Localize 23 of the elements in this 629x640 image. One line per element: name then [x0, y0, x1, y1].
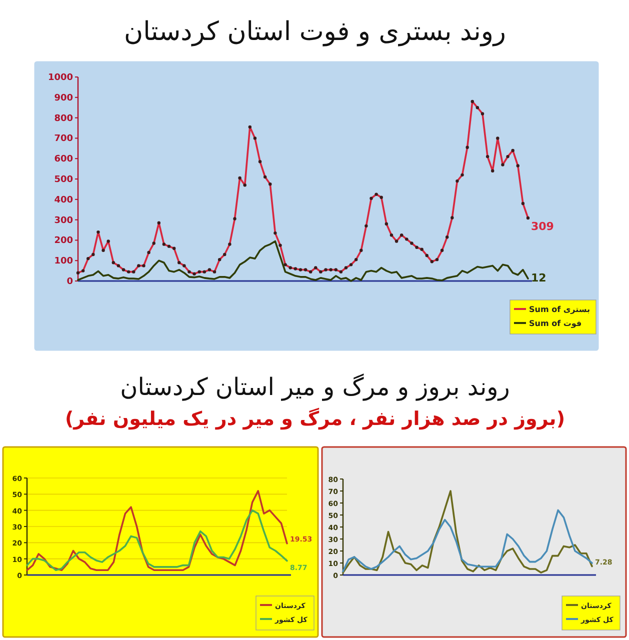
legend-label: Sum of بستری — [529, 305, 590, 314]
y-tick-label: 300 — [54, 216, 73, 226]
chart-subtitle: (بروز در صد هزار نفر ، مرگ و میر در یک میلیون نفر) — [64, 407, 566, 430]
chart-title: روند بستری و فوت استان کردستان — [124, 17, 506, 47]
y-tick-label: 500 — [54, 175, 73, 185]
y-tick-label: 900 — [54, 93, 73, 104]
y-tick-label: 0 — [66, 277, 73, 287]
legend-label: Sum of فوت — [529, 319, 582, 328]
line-series — [26, 490, 288, 572]
data-label: 12 — [531, 272, 546, 285]
y-tick-label: 100 — [54, 256, 73, 267]
line-series — [26, 509, 288, 572]
y-tick-label: 600 — [54, 154, 73, 165]
y-tick-label: 800 — [54, 114, 73, 124]
line-series — [342, 490, 593, 574]
line-series — [342, 509, 593, 572]
y-tick-label: 400 — [54, 195, 73, 206]
chart-title: روند بروز و مرگ و میر استان کردستان — [120, 373, 510, 401]
data-label: 309 — [531, 220, 554, 233]
y-tick-label: 1000 — [48, 73, 73, 83]
y-tick-label: 700 — [54, 134, 73, 144]
line-series — [77, 240, 529, 282]
y-tick-label: 200 — [54, 236, 73, 246]
